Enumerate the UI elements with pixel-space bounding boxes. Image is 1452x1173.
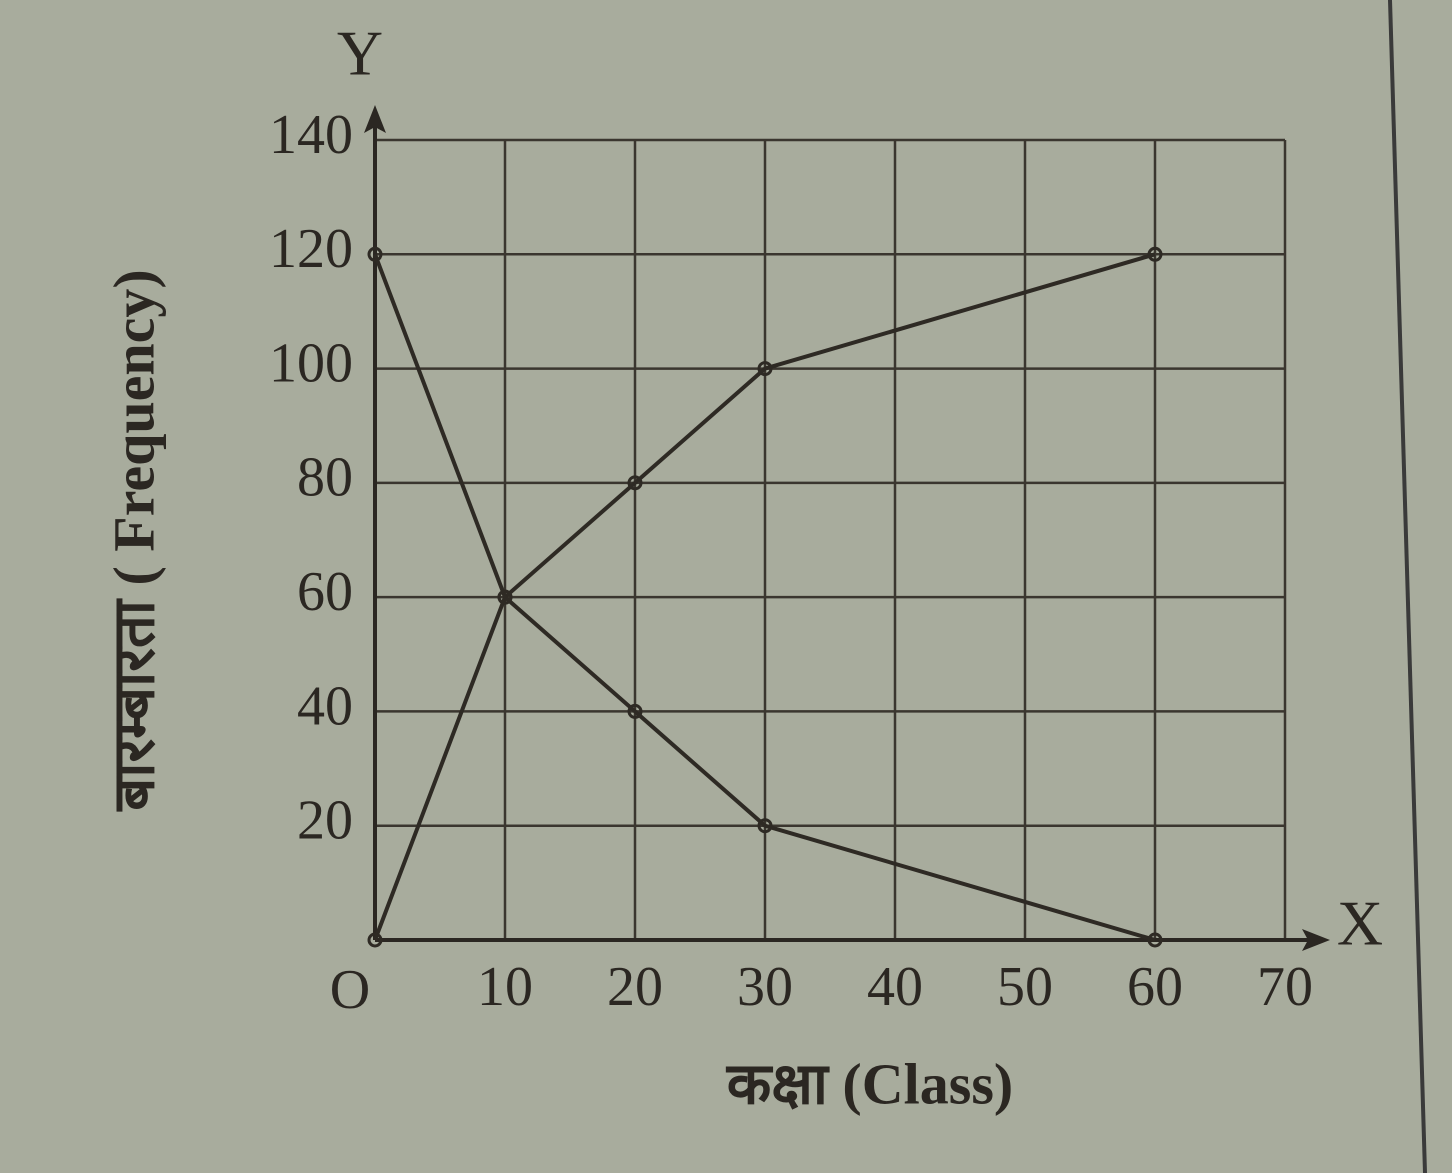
page-edge xyxy=(1388,0,1427,1173)
x-tick-label: 20 xyxy=(607,956,663,1018)
series-line xyxy=(373,253,1156,942)
y-tick-label: 100 xyxy=(269,332,353,394)
data-point xyxy=(627,475,643,491)
x-tick-label: 30 xyxy=(737,956,793,1018)
x-tick-label: 10 xyxy=(477,956,533,1018)
data-point xyxy=(627,703,643,719)
y-tick-label: 140 xyxy=(269,104,353,166)
x-tick-label: 40 xyxy=(867,956,923,1018)
data-point xyxy=(757,818,773,834)
y-tick-label: 60 xyxy=(297,561,353,623)
data-point xyxy=(757,361,773,377)
y-tick-label: 40 xyxy=(297,675,353,737)
y-tick-label: 80 xyxy=(297,447,353,509)
y-tick-label: 120 xyxy=(269,218,353,280)
x-axis-title: कक्षा (Class) xyxy=(726,1051,1013,1116)
x-tick-label: 50 xyxy=(997,956,1053,1018)
data-point xyxy=(1147,246,1163,262)
y-axis-letter: Y xyxy=(337,18,383,89)
data-point xyxy=(497,589,513,605)
y-axis-arrow xyxy=(364,105,386,133)
x-tick-label: 60 xyxy=(1127,956,1183,1018)
data-point xyxy=(367,246,383,262)
y-tick-label: 20 xyxy=(297,790,353,852)
data-point xyxy=(367,932,383,948)
data-point xyxy=(1147,932,1163,948)
series-line xyxy=(373,252,1156,941)
origin-label: O xyxy=(330,959,370,1021)
y-axis-title: बारम्बारता ( Frequency) xyxy=(101,269,166,811)
x-tick-label: 70 xyxy=(1257,956,1313,1018)
x-axis-arrow xyxy=(1302,929,1330,951)
x-axis-letter: X xyxy=(1337,888,1383,959)
